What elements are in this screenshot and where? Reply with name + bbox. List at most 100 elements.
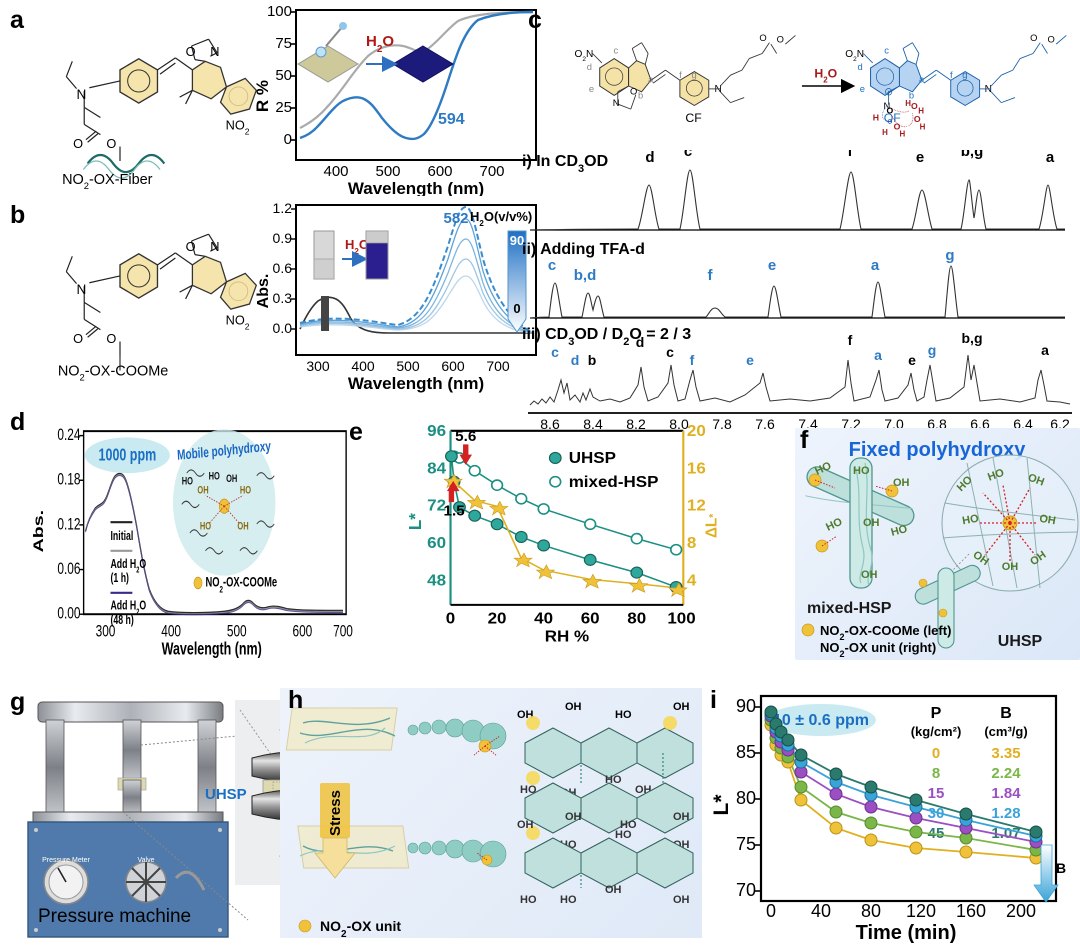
svg-text:1.2: 1.2 — [273, 201, 293, 216]
svg-text:c: c — [551, 344, 559, 360]
svg-text:25: 25 — [275, 99, 292, 116]
svg-text:OH: OH — [565, 701, 582, 713]
svg-text:80: 80 — [861, 901, 881, 921]
svg-text:400: 400 — [323, 163, 348, 180]
svg-text:CF: CF — [685, 111, 701, 125]
svg-text:d: d — [571, 352, 580, 368]
svg-text:N: N — [210, 239, 219, 254]
svg-text:O: O — [106, 136, 116, 151]
svg-text:OH: OH — [861, 569, 878, 581]
svg-text:O: O — [759, 33, 766, 43]
svg-text:0.24: 0.24 — [57, 426, 80, 445]
svg-text:f: f — [848, 332, 853, 348]
svg-text:60: 60 — [427, 533, 446, 551]
svg-text:500: 500 — [396, 358, 420, 374]
svg-text:100: 100 — [667, 609, 695, 627]
svg-text:e: e — [589, 84, 594, 94]
svg-text:c: c — [548, 257, 556, 274]
svg-text:(48 h): (48 h) — [111, 614, 135, 628]
svg-text:10 ± 0.6 ppm: 10 ± 0.6 ppm — [773, 712, 869, 729]
svg-text:Valve: Valve — [138, 857, 155, 864]
svg-text:20: 20 — [488, 609, 507, 627]
svg-text:c: c — [666, 344, 674, 360]
svg-text:700: 700 — [486, 358, 510, 374]
svg-text:NO2: NO2 — [226, 312, 250, 331]
svg-text:1.84: 1.84 — [991, 785, 1021, 802]
svg-text:HO: HO — [240, 484, 251, 496]
svg-text:e: e — [768, 257, 776, 274]
svg-text:Pressure machine: Pressure machine — [38, 906, 191, 927]
svg-text:HO: HO — [824, 516, 844, 534]
svg-text:O: O — [73, 331, 83, 346]
svg-text:7.8: 7.8 — [712, 416, 732, 432]
svg-text:OH: OH — [673, 701, 690, 713]
svg-text:O: O — [911, 101, 918, 111]
svg-text:a: a — [1046, 150, 1055, 166]
svg-text:HO: HO — [620, 819, 637, 831]
svg-text:H: H — [920, 122, 926, 131]
svg-text:(1 h): (1 h) — [111, 572, 130, 586]
svg-text:g: g — [962, 70, 967, 80]
svg-text:600: 600 — [427, 163, 452, 180]
svg-text:75: 75 — [736, 834, 756, 854]
svg-text:0: 0 — [284, 131, 292, 148]
svg-text:8: 8 — [687, 533, 696, 551]
svg-text:HO: HO — [615, 709, 632, 721]
svg-text:i) In CD3OD: i) In CD3OD — [522, 153, 608, 175]
svg-text:L*: L* — [710, 794, 733, 816]
svg-text:g: g — [945, 247, 954, 264]
svg-text:⊖: ⊖ — [887, 119, 893, 126]
svg-text:OH: OH — [197, 484, 209, 496]
svg-text:(kg/cm²): (kg/cm²) — [911, 724, 962, 739]
svg-text:12: 12 — [687, 496, 706, 514]
svg-text:H: H — [905, 99, 911, 108]
svg-text:HO: HO — [209, 470, 220, 482]
svg-text:mixed-HSP: mixed-HSP — [807, 600, 892, 617]
svg-text:f: f — [708, 267, 714, 284]
svg-text:NO2-OX-Fiber: NO2-OX-Fiber — [62, 172, 153, 191]
svg-text:f: f — [848, 150, 854, 160]
svg-text:(cm³/g): (cm³/g) — [984, 724, 1027, 739]
svg-text:80: 80 — [627, 609, 646, 627]
svg-text:HO: HO — [182, 475, 193, 487]
svg-text:d: d — [636, 334, 645, 350]
svg-text:L*: L* — [405, 513, 426, 530]
svg-text:Stress: Stress — [327, 790, 344, 836]
svg-text:90: 90 — [736, 696, 756, 716]
svg-text:NO2-OX unit: NO2-OX unit — [320, 918, 401, 938]
svg-text:a: a — [871, 257, 880, 274]
svg-text:O: O — [186, 239, 196, 254]
svg-text:d: d — [645, 150, 654, 166]
svg-text:B: B — [1056, 860, 1066, 876]
svg-text:c: c — [613, 46, 618, 56]
svg-text:160: 160 — [956, 901, 986, 921]
svg-text:8: 8 — [932, 765, 940, 782]
svg-text:b,g: b,g — [961, 150, 984, 160]
svg-text:OH: OH — [1002, 561, 1019, 573]
svg-text:OH: OH — [605, 884, 622, 896]
svg-text:OH: OH — [673, 811, 690, 823]
svg-text:75: 75 — [275, 35, 292, 52]
svg-text:mixed-HSP: mixed-HSP — [569, 472, 659, 490]
svg-text:OH: OH — [226, 473, 238, 485]
svg-text:N: N — [210, 44, 219, 59]
svg-text:H: H — [873, 113, 879, 123]
svg-text:e: e — [916, 150, 924, 166]
svg-text:UHSP: UHSP — [569, 448, 616, 466]
svg-text:1.5: 1.5 — [444, 504, 465, 520]
svg-text:O2N: O2N — [845, 49, 864, 63]
svg-text:NO2-OX-COOMe: NO2-OX-COOMe — [58, 364, 169, 383]
svg-text:Pressure Meter: Pressure Meter — [42, 857, 91, 864]
svg-text:100: 100 — [267, 6, 292, 20]
svg-text:700: 700 — [333, 623, 353, 642]
svg-text:H2O: H2O — [814, 66, 837, 84]
svg-text:1000 ppm: 1000 ppm — [99, 446, 157, 466]
svg-text:B: B — [1000, 705, 1012, 722]
svg-text:b: b — [588, 352, 597, 368]
svg-text:4: 4 — [687, 571, 697, 589]
svg-text:96: 96 — [427, 421, 446, 439]
svg-text:Initial: Initial — [111, 530, 134, 544]
svg-text:0.3: 0.3 — [273, 290, 293, 306]
svg-text:e: e — [908, 352, 916, 368]
svg-text:f: f — [679, 70, 682, 80]
